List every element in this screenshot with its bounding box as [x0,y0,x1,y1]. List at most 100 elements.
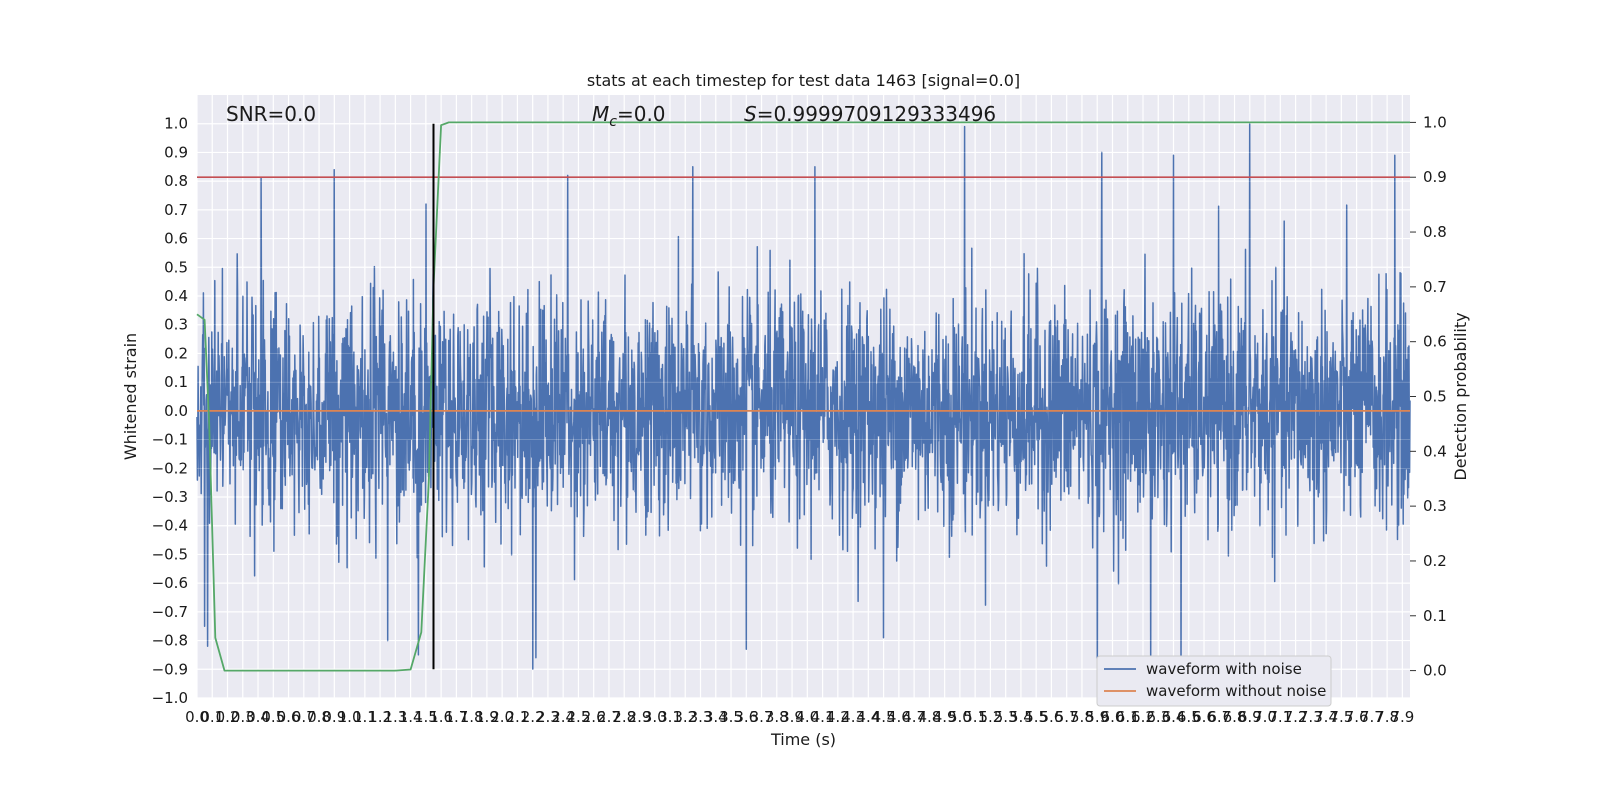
y-tick-label: 0.9 [164,143,188,161]
x-tick-label: 4.9 [933,708,957,726]
y2-tick-label: 0.4 [1423,442,1447,460]
x-tick-label: 0.7 [292,708,316,726]
x-tick-label: 7.5 [1329,708,1353,726]
x-tick-label: 5.8 [1070,708,1094,726]
y2-tick-label: 0.3 [1423,497,1447,515]
y-tick-label: −0.6 [152,574,188,592]
x-tick-label: 5.2 [978,708,1002,726]
x-tick-label: 4.1 [811,708,835,726]
y-tick-label: 0.4 [164,287,188,305]
x-tick-label: 6.5 [1177,708,1201,726]
x-tick-label: 6.6 [1192,708,1216,726]
x-tick-label: 0.9 [322,708,346,726]
x-tick-label: 1.1 [353,708,377,726]
x-tick-label: 5.0 [948,708,972,726]
x-tick-label: 2.0 [490,708,514,726]
y2-axis-ticks: 0.0 0.1 0.2 0.3 0.4 0.5 0.6 0.7 0.8 0.9 1.0 [1410,113,1447,680]
annotation-s: S=0.9999709129333496 [744,102,996,126]
x-tick-label: 1.0 [338,708,362,726]
x-tick-label: 4.3 [841,708,865,726]
x-tick-label: 0.8 [307,708,331,726]
legend-label-waveform-without-noise: waveform without noise [1146,682,1326,700]
x-tick-label: 7.9 [1390,708,1414,726]
x-tick-label: 3.3 [689,708,713,726]
legend-label-waveform-with-noise: waveform with noise [1146,660,1302,678]
y-tick-label: −0.3 [152,488,188,506]
y-tick-label: 0.0 [164,402,188,420]
x-tick-label: 3.6 [734,708,758,726]
x-tick-label: 6.0 [1101,708,1125,726]
y-tick-label: −0.2 [152,459,188,477]
y2-tick-label: 0.7 [1423,278,1447,296]
y-tick-label: −0.7 [152,603,188,621]
x-tick-label: 5.5 [1024,708,1048,726]
x-tick-label: 3.1 [658,708,682,726]
y-tick-label: 1.0 [164,115,188,133]
series-waveform-with-noise [196,122,1411,685]
x-tick-label: 2.8 [612,708,636,726]
x-tick-label: 5.1 [963,708,987,726]
x-tick-label: 3.7 [750,708,774,726]
y2-tick-label: 0.2 [1423,552,1447,570]
x-tick-label: 0.5 [261,708,285,726]
x-tick-label: 6.9 [1238,708,1262,726]
y2-tick-label: 0.5 [1423,388,1447,406]
x-tick-label: 7.3 [1299,708,1323,726]
x-tick-label: 3.0 [643,708,667,726]
x-tick-label: 5.4 [1009,708,1033,726]
x-tick-label: 2.3 [536,708,560,726]
y-tick-label: 0.1 [164,373,188,391]
y-tick-label: −0.1 [152,431,188,449]
y2-tick-label: 0.0 [1423,662,1447,680]
y2-axis-label: Detection probability [1451,312,1470,480]
x-tick-label: 6.1 [1116,708,1140,726]
y-tick-label: −1.0 [152,689,188,707]
y-tick-label: −0.4 [152,517,188,535]
x-tick-label: 5.3 [994,708,1018,726]
x-tick-label: 7.2 [1284,708,1308,726]
x-tick-label: 4.5 [872,708,896,726]
x-tick-label: 2.7 [597,708,621,726]
x-tick-label: 1.8 [460,708,484,726]
y2-tick-label: 0.1 [1423,607,1447,625]
x-tick-label: 1.4 [399,708,423,726]
chart-title: stats at each timestep for test data 146… [587,71,1020,90]
y-tick-label: 0.7 [164,201,188,219]
y2-tick-label: 0.6 [1423,333,1447,351]
x-tick-label: 0.2 [216,708,240,726]
x-tick-label: 7.1 [1268,708,1292,726]
x-tick-label: 0.0 [185,708,209,726]
x-tick-label: 5.7 [1055,708,1079,726]
y-axis-label: Whitened strain [121,333,140,460]
x-tick-label: 1.2 [368,708,392,726]
y-tick-label: −0.9 [152,660,188,678]
y-tick-label: 0.5 [164,258,188,276]
y-tick-label: −0.8 [152,632,188,650]
x-tick-label: 0.6 [277,708,301,726]
x-tick-label: 7.4 [1314,708,1338,726]
annotation-snr: SNR=0.0 [226,102,316,126]
x-tick-label: 0.3 [231,708,255,726]
x-tick-label: 2.5 [567,708,591,726]
x-tick-label: 4.0 [795,708,819,726]
x-tick-label: 7.6 [1345,708,1369,726]
series-layer [196,121,1411,699]
y2-tick-label: 0.8 [1423,223,1447,241]
annotation-mc: Mc=0.0 [592,102,666,130]
x-tick-label: 0.4 [246,708,270,726]
x-tick-label: 4.6 [887,708,911,726]
x-tick-label: 1.7 [444,708,468,726]
x-tick-label: 5.6 [1040,708,1064,726]
x-tick-label: 2.9 [628,708,652,726]
x-tick-label: 1.6 [429,708,453,726]
x-tick-label: 4.8 [917,708,941,726]
x-tick-label: 6.3 [1146,708,1170,726]
y-tick-label: −0.5 [152,545,188,563]
y-tick-label: 0.6 [164,230,188,248]
y2-tick-label: 0.9 [1423,168,1447,186]
x-axis-ticks: 0.00.10.20.30.40.50.60.70.80.91.01.11.21… [185,708,1414,726]
x-tick-label: 4.4 [856,708,880,726]
x-tick-label: 6.2 [1131,708,1155,726]
y-tick-label: 0.2 [164,344,188,362]
